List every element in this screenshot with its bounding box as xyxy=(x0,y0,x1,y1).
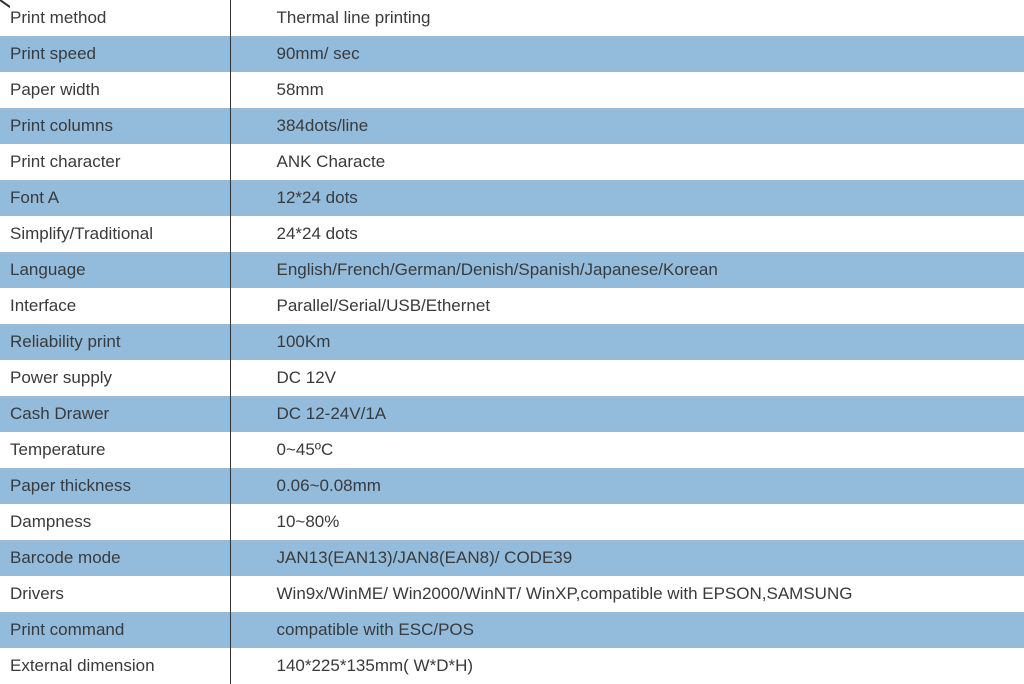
spec-label: Print columns xyxy=(0,108,230,144)
spec-label: Paper thickness xyxy=(0,468,230,504)
table-row: Print commandcompatible with ESC/POS xyxy=(0,612,1024,648)
spec-value: English/French/German/Denish/Spanish/Jap… xyxy=(230,252,1024,288)
spec-value: 12*24 dots xyxy=(230,180,1024,216)
spec-value: Parallel/Serial/USB/Ethernet xyxy=(230,288,1024,324)
spec-label: Dampness xyxy=(0,504,230,540)
spec-value: 100Km xyxy=(230,324,1024,360)
spec-value: compatible with ESC/POS xyxy=(230,612,1024,648)
table-row: Print columns384dots/line xyxy=(0,108,1024,144)
table-row: Dampness10~80% xyxy=(0,504,1024,540)
table-row: LanguageEnglish/French/German/Denish/Spa… xyxy=(0,252,1024,288)
spec-value: 0.06~0.08mm xyxy=(230,468,1024,504)
spec-value: 0~45ºC xyxy=(230,432,1024,468)
spec-label: Interface xyxy=(0,288,230,324)
spec-label: Drivers xyxy=(0,576,230,612)
spec-label: Reliability print xyxy=(0,324,230,360)
spec-label: Print method xyxy=(0,0,230,36)
spec-value: 140*225*135mm( W*D*H) xyxy=(230,648,1024,684)
table-row: Temperature0~45ºC xyxy=(0,432,1024,468)
table-row: Font A12*24 dots xyxy=(0,180,1024,216)
spec-value: Win9x/WinME/ Win2000/WinNT/ WinXP,compat… xyxy=(230,576,1024,612)
specification-table: Print methodThermal line printingPrint s… xyxy=(0,0,1024,684)
spec-value: 24*24 dots xyxy=(230,216,1024,252)
table-row: Simplify/Traditional24*24 dots xyxy=(0,216,1024,252)
spec-label: Paper width xyxy=(0,72,230,108)
table-row: Paper thickness0.06~0.08mm xyxy=(0,468,1024,504)
spec-label: Print character xyxy=(0,144,230,180)
spec-label: Temperature xyxy=(0,432,230,468)
spec-value: DC 12-24V/1A xyxy=(230,396,1024,432)
spec-label: Barcode mode xyxy=(0,540,230,576)
spec-value: 58mm xyxy=(230,72,1024,108)
spec-value: 90mm/ sec xyxy=(230,36,1024,72)
table-row: Barcode modeJAN13(EAN13)/JAN8(EAN8)/ COD… xyxy=(0,540,1024,576)
table-row: DriversWin9x/WinME/ Win2000/WinNT/ WinXP… xyxy=(0,576,1024,612)
spec-value: JAN13(EAN13)/JAN8(EAN8)/ CODE39 xyxy=(230,540,1024,576)
spec-label: Simplify/Traditional xyxy=(0,216,230,252)
spec-label: Language xyxy=(0,252,230,288)
spec-value: 10~80% xyxy=(230,504,1024,540)
table-row: Print speed90mm/ sec xyxy=(0,36,1024,72)
spec-value: ANK Characte xyxy=(230,144,1024,180)
table-row: Print characterANK Characte xyxy=(0,144,1024,180)
table-row: InterfaceParallel/Serial/USB/Ethernet xyxy=(0,288,1024,324)
spec-value: 384dots/line xyxy=(230,108,1024,144)
table-row: Reliability print100Km xyxy=(0,324,1024,360)
table-row: External dimension140*225*135mm( W*D*H) xyxy=(0,648,1024,684)
table-row: Cash DrawerDC 12-24V/1A xyxy=(0,396,1024,432)
spec-value: DC 12V xyxy=(230,360,1024,396)
table-row: Paper width58mm xyxy=(0,72,1024,108)
spec-label: Print command xyxy=(0,612,230,648)
spec-value: Thermal line printing xyxy=(230,0,1024,36)
table-row: Print methodThermal line printing xyxy=(0,0,1024,36)
spec-label: Font A xyxy=(0,180,230,216)
spec-label: Print speed xyxy=(0,36,230,72)
spec-label: External dimension xyxy=(0,648,230,684)
spec-label: Power supply xyxy=(0,360,230,396)
corner-tick-icon xyxy=(0,0,10,10)
spec-label: Cash Drawer xyxy=(0,396,230,432)
specification-table-body: Print methodThermal line printingPrint s… xyxy=(0,0,1024,684)
table-row: Power supplyDC 12V xyxy=(0,360,1024,396)
